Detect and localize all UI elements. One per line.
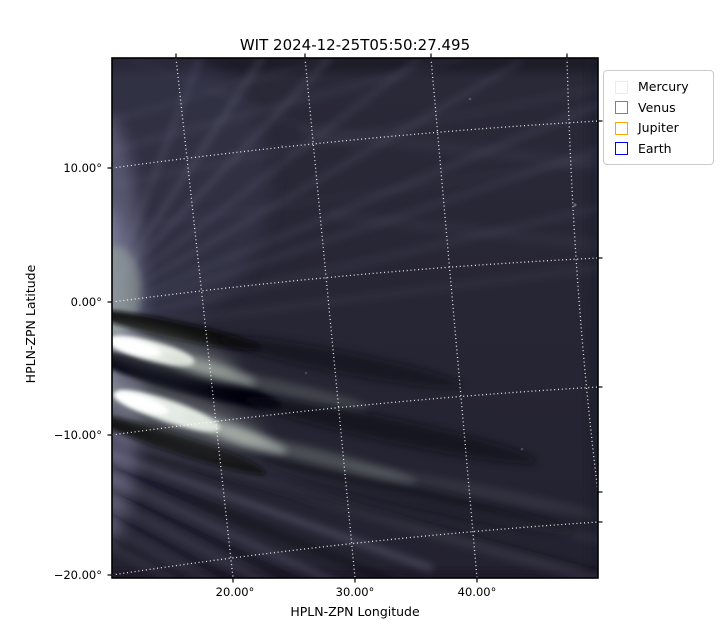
graticule <box>112 58 598 578</box>
gridline-lat-neg20 <box>112 521 598 576</box>
jupiter-marker-icon <box>615 121 628 135</box>
y-axis-label: HPLN-ZPN Latitude <box>23 264 38 384</box>
bright-streamer-upper <box>112 324 368 410</box>
venus-marker-icon <box>615 101 628 115</box>
legend-item: Mercury <box>612 77 705 98</box>
figure-title: WIT 2024-12-25T05:50:27.495 <box>239 36 471 54</box>
earth-marker-icon <box>615 142 628 156</box>
x-axis-label: HPLN-ZPN Longitude <box>290 604 420 619</box>
legend-label: Mercury <box>638 79 689 95</box>
wit-image <box>112 58 598 578</box>
dark-bands <box>112 309 576 535</box>
upper-ray-fan <box>112 58 598 332</box>
legend-label: Venus <box>638 99 676 115</box>
lower-ray-fan <box>112 432 598 578</box>
x-tick-label-40: 40.00° <box>457 585 497 599</box>
axis-ticks <box>107 53 603 583</box>
faint-texture <box>280 97 598 451</box>
x-tick-label-30: 30.00° <box>335 585 375 599</box>
legend-label: Earth <box>638 140 672 156</box>
y-tick-label-0: 0.00° <box>70 295 102 309</box>
legend-item: Earth <box>612 139 705 160</box>
bright-streamer-lower <box>112 378 598 516</box>
legend-item: Venus <box>612 98 705 119</box>
legend: Mercury Venus Jupiter Earth <box>603 70 714 165</box>
y-tick-label-10: 10.00° <box>63 161 102 175</box>
legend-item: Jupiter <box>612 118 705 139</box>
y-tick-label-neg10: −10.00° <box>53 428 102 442</box>
mercury-marker-icon <box>615 80 628 94</box>
y-tick-label-neg20: −20.00° <box>53 568 102 582</box>
gridline-lon-50 <box>566 58 598 493</box>
x-tick-label-20: 20.00° <box>215 585 255 599</box>
legend-label: Jupiter <box>638 120 679 136</box>
